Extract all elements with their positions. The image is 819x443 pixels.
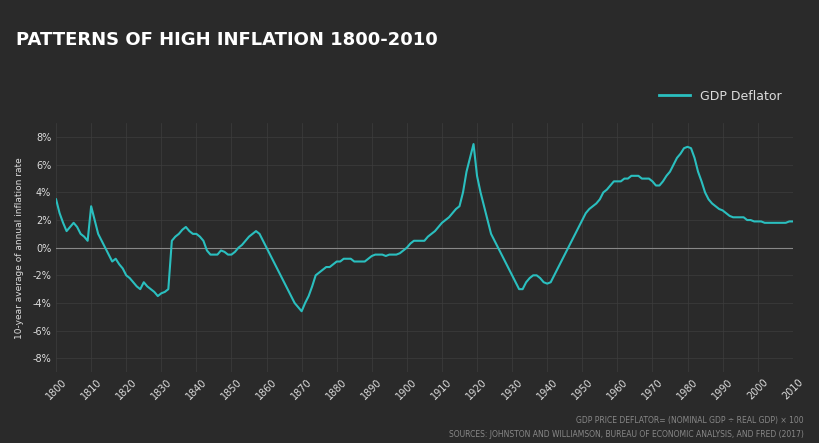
Text: SOURCES: JOHNSTON AND WILLIAMSON, BUREAU OF ECONOMIC ANALYSIS, AND FRED (2017): SOURCES: JOHNSTON AND WILLIAMSON, BUREAU… — [448, 430, 803, 439]
Y-axis label: 10-year average of annual inflation rate: 10-year average of annual inflation rate — [15, 157, 24, 338]
Legend: GDP Deflator: GDP Deflator — [653, 85, 785, 108]
Text: GDP PRICE DEFLATOR= (NOMINAL GDP ÷ REAL GDP) × 100: GDP PRICE DEFLATOR= (NOMINAL GDP ÷ REAL … — [575, 416, 803, 425]
Text: PATTERNS OF HIGH INFLATION 1800-2010: PATTERNS OF HIGH INFLATION 1800-2010 — [16, 31, 437, 49]
